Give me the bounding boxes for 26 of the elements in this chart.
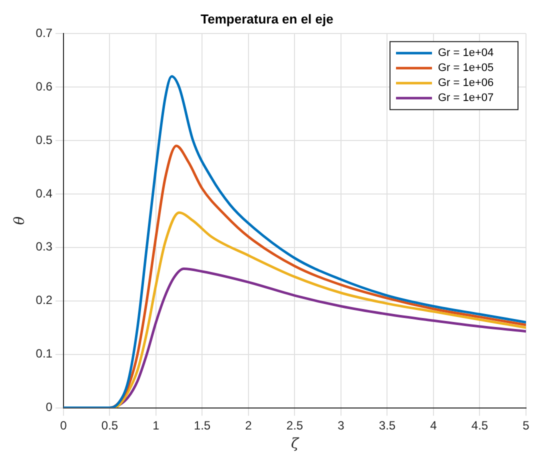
x-tick-label: 4.5 (471, 418, 488, 432)
y-tick-label: 0.5 (36, 132, 53, 147)
x-tick-label: 5 (522, 418, 530, 432)
x-tick-label: 4 (430, 418, 438, 432)
y-axis-title: θ (12, 216, 28, 225)
x-tick-label: 0 (60, 418, 68, 432)
legend-label: Gr = 1e+04 (438, 47, 494, 60)
x-tick-label: 2 (245, 418, 252, 432)
y-tick-label: 0 (46, 400, 53, 414)
y-tick-label: 0.2 (36, 293, 53, 308)
legend-label: Gr = 1e+06 (438, 77, 494, 90)
x-tick-label: 1 (152, 418, 160, 432)
y-tick-label: 0.7 (36, 26, 53, 40)
x-tick-label: 2.5 (286, 418, 304, 432)
y-tick-label: 0.6 (36, 79, 53, 94)
legend-label: Gr = 1e+07 (438, 92, 494, 104)
x-tick-label: 3.5 (378, 418, 396, 432)
legend-label: Gr = 1e+05 (438, 62, 494, 74)
x-tick-label: 0.5 (101, 418, 118, 432)
y-tick-label: 0.1 (36, 346, 53, 361)
y-tick-label: 0.3 (36, 240, 53, 254)
chart-title: Temperatura en el eje (200, 11, 334, 26)
x-tick-label: 3 (338, 418, 345, 432)
y-tick-label: 0.4 (36, 186, 53, 200)
x-tick-label: 1.5 (194, 418, 211, 432)
x-axis-title: ζ (290, 436, 300, 452)
